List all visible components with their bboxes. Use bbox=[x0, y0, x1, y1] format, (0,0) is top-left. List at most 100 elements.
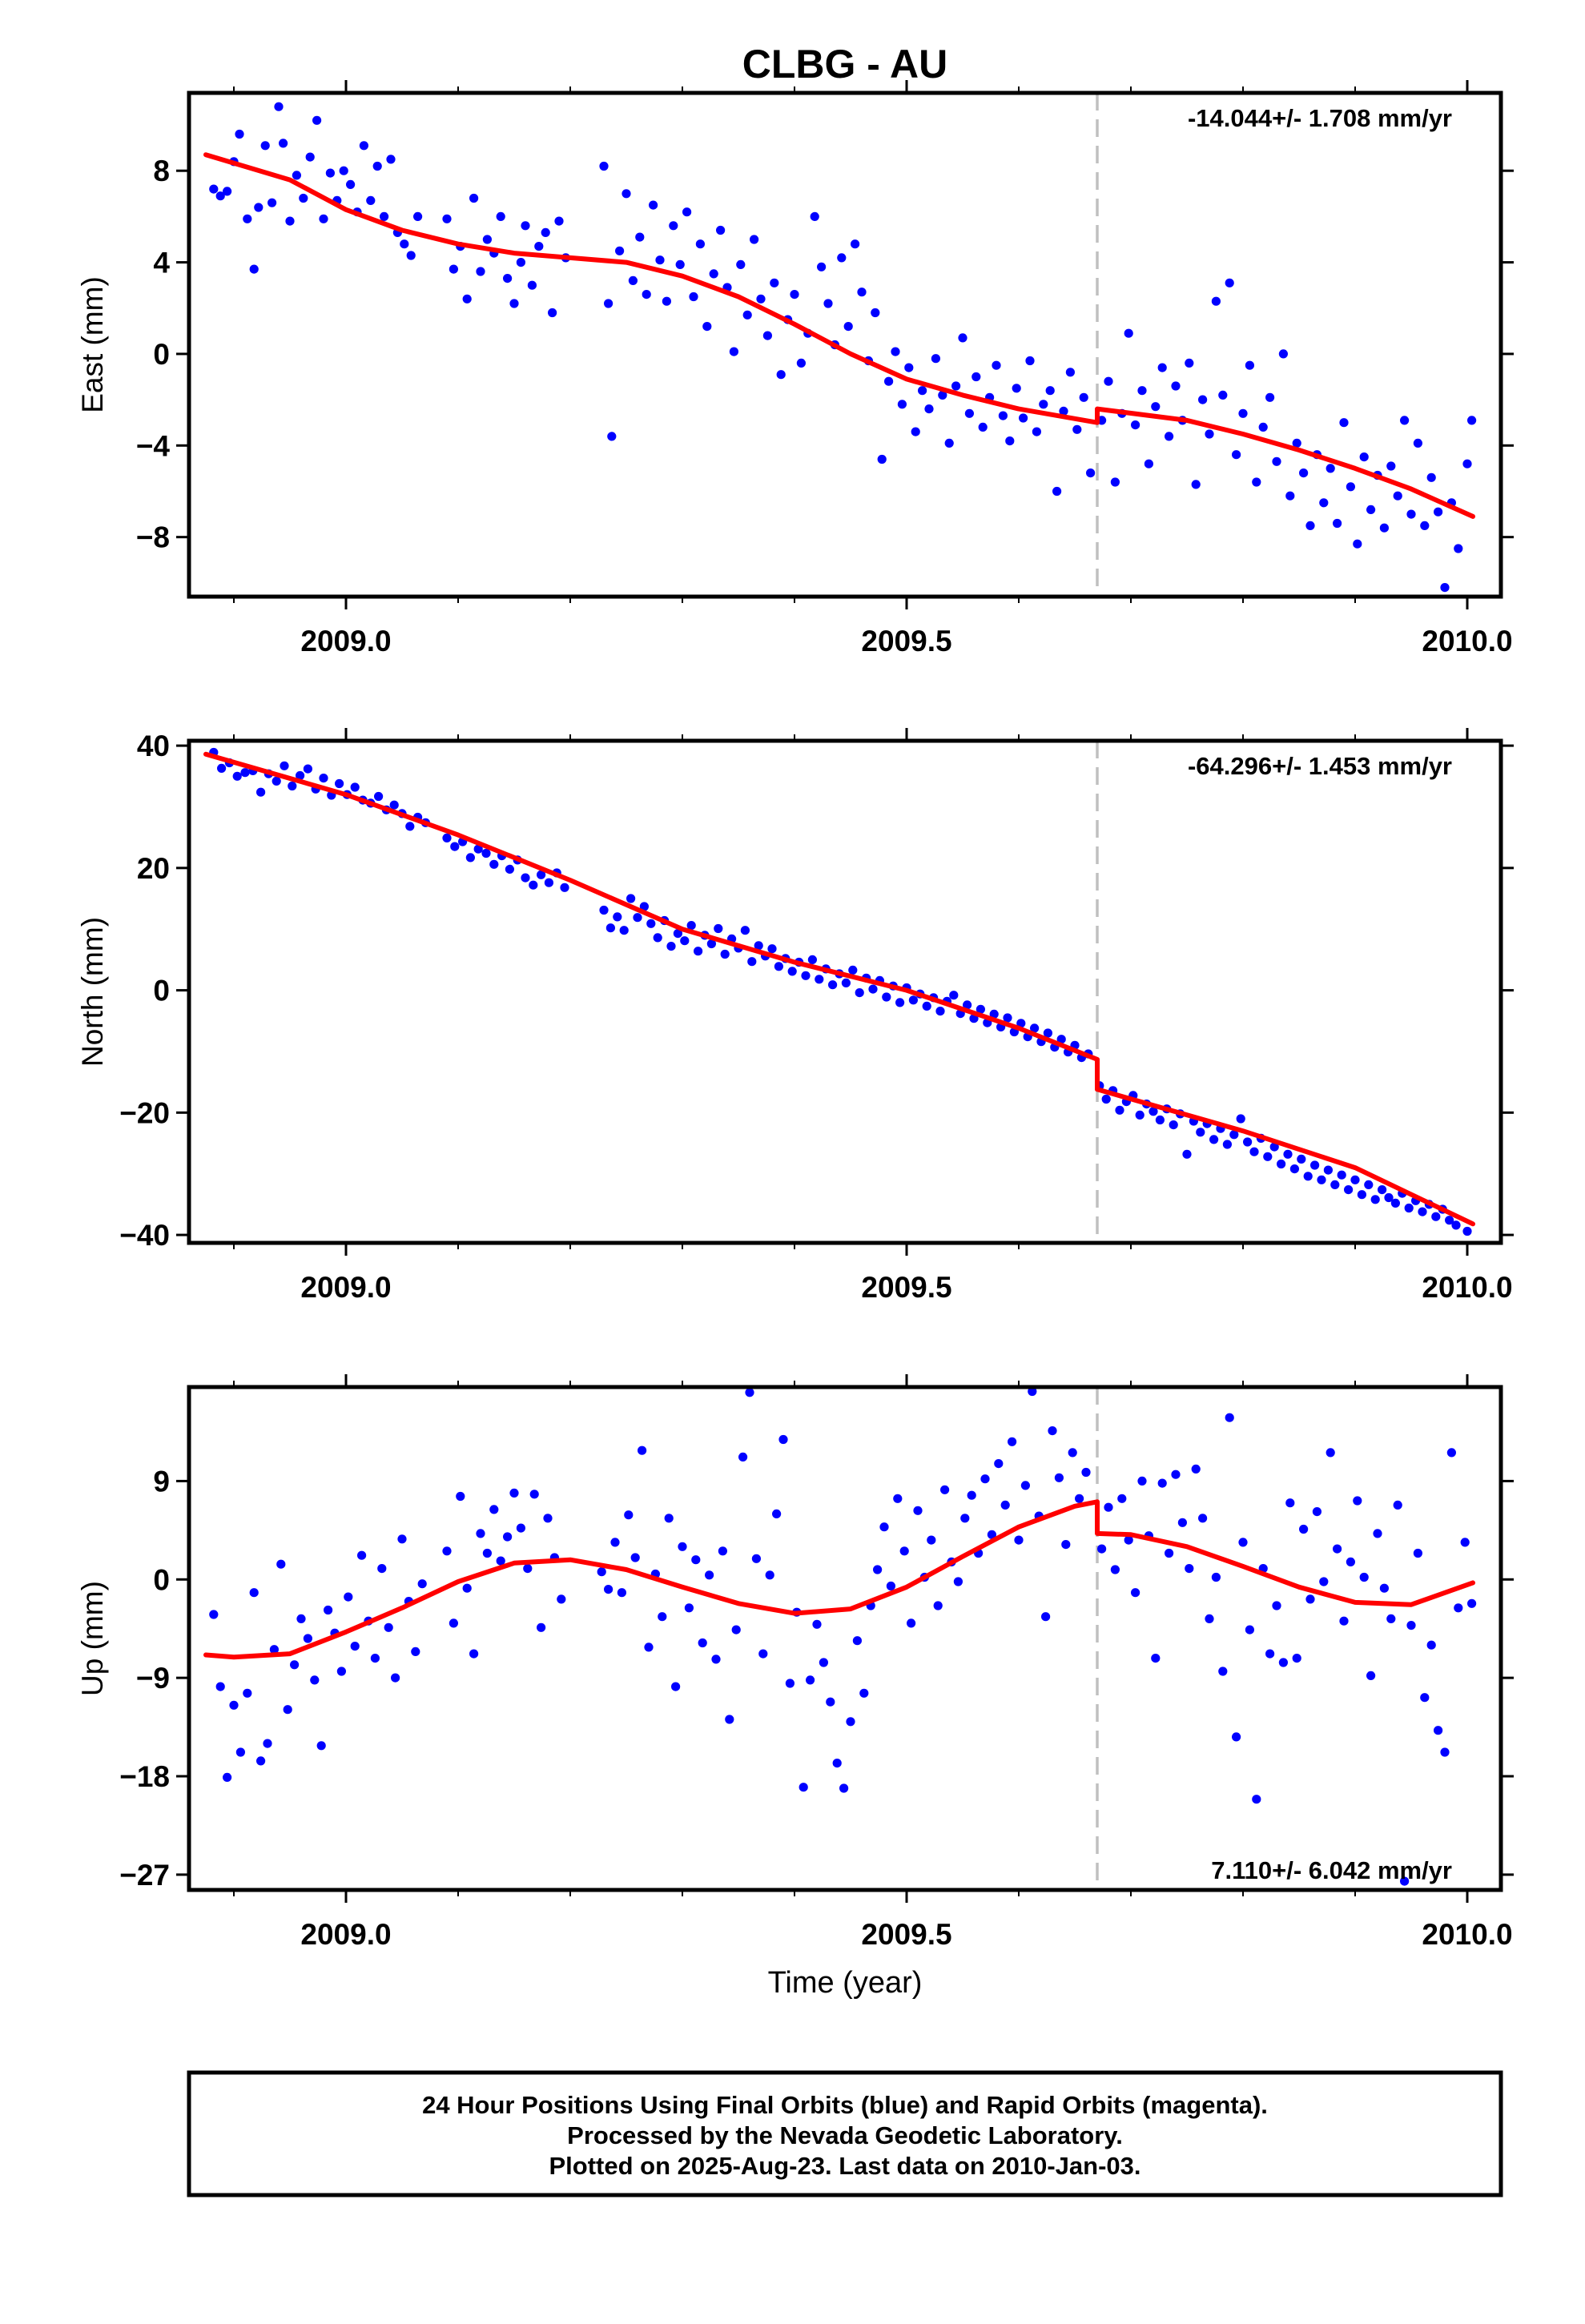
east-y-axis-label: East (mm) bbox=[76, 276, 109, 413]
east-point-108 bbox=[978, 422, 988, 432]
east-point-169 bbox=[1393, 491, 1402, 501]
up-point-158 bbox=[1333, 1544, 1342, 1554]
north-panel: 2009.0 2009.5 2010.0 −40 −20 0 20 40 North (mm) -… bbox=[76, 728, 1514, 1304]
up-point-125 bbox=[1110, 1565, 1120, 1574]
north-point-145 bbox=[1283, 1149, 1293, 1159]
east-point-30 bbox=[406, 251, 416, 260]
north-point-29 bbox=[450, 842, 460, 851]
up-point-40 bbox=[496, 1556, 505, 1566]
north-point-4 bbox=[240, 768, 250, 778]
chart-title: CLBG - AU bbox=[742, 42, 947, 86]
up-point-7 bbox=[256, 1756, 266, 1766]
up-plot-area bbox=[203, 1387, 1477, 1890]
up-point-44 bbox=[523, 1564, 533, 1574]
up-point-35 bbox=[462, 1583, 472, 1593]
up-point-167 bbox=[1393, 1500, 1402, 1510]
up-point-69 bbox=[725, 1715, 734, 1724]
north-point-66 bbox=[747, 957, 757, 967]
north-point-21 bbox=[374, 791, 384, 802]
north-point-47 bbox=[619, 926, 629, 935]
east-point-89 bbox=[851, 239, 860, 249]
up-point-157 bbox=[1326, 1448, 1335, 1458]
east-point-152 bbox=[1278, 349, 1288, 359]
east-point-76 bbox=[762, 331, 773, 340]
east-point-1 bbox=[215, 191, 225, 201]
east-point-151 bbox=[1272, 456, 1281, 466]
up-point-64 bbox=[691, 1555, 701, 1565]
east-point-46 bbox=[534, 242, 544, 251]
north-x-tick-label-2: 2010.0 bbox=[1422, 1271, 1512, 1304]
east-point-8 bbox=[260, 141, 270, 151]
up-point-34 bbox=[456, 1491, 465, 1502]
east-point-90 bbox=[857, 287, 867, 297]
north-point-158 bbox=[1370, 1195, 1380, 1204]
north-point-41 bbox=[544, 878, 554, 887]
east-point-38 bbox=[482, 235, 493, 244]
up-point-170 bbox=[1413, 1548, 1422, 1558]
up-point-104 bbox=[960, 1514, 970, 1523]
east-panel: 2009.0 2009.5 2010.0 −8 −4 0 4 8 East (mm) -14.04… bbox=[76, 80, 1514, 657]
up-point-107 bbox=[980, 1474, 990, 1484]
north-point-149 bbox=[1310, 1160, 1320, 1170]
up-point-118 bbox=[1054, 1473, 1064, 1482]
east-point-7 bbox=[254, 203, 263, 212]
east-point-115 bbox=[1025, 356, 1035, 366]
up-point-51 bbox=[604, 1585, 613, 1594]
east-point-57 bbox=[635, 232, 645, 242]
east-point-40 bbox=[496, 211, 505, 221]
north-point-43 bbox=[560, 883, 569, 892]
north-x-tick-label-1: 2009.5 bbox=[861, 1271, 951, 1304]
east-point-172 bbox=[1413, 438, 1422, 448]
east-point-97 bbox=[904, 363, 914, 372]
east-point-171 bbox=[1406, 509, 1416, 519]
north-point-33 bbox=[481, 848, 491, 858]
east-point-52 bbox=[604, 299, 613, 308]
up-point-50 bbox=[597, 1567, 606, 1577]
north-point-144 bbox=[1277, 1159, 1286, 1169]
north-point-152 bbox=[1330, 1180, 1340, 1189]
north-point-61 bbox=[714, 923, 723, 934]
east-point-118 bbox=[1045, 386, 1055, 396]
up-point-52 bbox=[610, 1538, 620, 1547]
east-point-144 bbox=[1225, 278, 1234, 287]
north-point-165 bbox=[1418, 1207, 1427, 1216]
x-axis-label: Time (year) bbox=[768, 1966, 923, 2000]
up-point-55 bbox=[630, 1553, 640, 1562]
east-point-14 bbox=[299, 193, 308, 203]
east-y-tick-label-2: 0 bbox=[153, 338, 170, 371]
east-point-25 bbox=[372, 161, 382, 171]
up-point-173 bbox=[1434, 1726, 1443, 1735]
east-point-26 bbox=[380, 211, 389, 221]
up-point-59 bbox=[658, 1612, 667, 1622]
north-point-118 bbox=[1101, 1094, 1111, 1104]
east-point-105 bbox=[958, 333, 967, 343]
east-point-120 bbox=[1059, 406, 1068, 416]
up-point-25 bbox=[377, 1564, 387, 1574]
east-point-165 bbox=[1366, 505, 1376, 515]
north-y-tick-label-2: 0 bbox=[153, 975, 170, 1007]
up-point-177 bbox=[1460, 1538, 1470, 1547]
north-point-80 bbox=[841, 978, 851, 987]
east-point-134 bbox=[1157, 363, 1167, 372]
up-point-10 bbox=[276, 1559, 286, 1569]
up-point-116 bbox=[1041, 1612, 1051, 1622]
north-y-axis-label: North (mm) bbox=[76, 917, 109, 1067]
up-point-101 bbox=[940, 1485, 950, 1494]
north-point-69 bbox=[767, 944, 777, 954]
north-point-134 bbox=[1209, 1135, 1219, 1144]
north-point-32 bbox=[473, 844, 483, 854]
east-point-12 bbox=[285, 216, 295, 226]
east-point-111 bbox=[998, 411, 1008, 420]
east-point-29 bbox=[400, 239, 409, 249]
east-point-94 bbox=[884, 376, 894, 386]
up-point-159 bbox=[1339, 1616, 1349, 1626]
east-point-0 bbox=[209, 184, 219, 194]
east-frame bbox=[187, 90, 1503, 599]
up-point-150 bbox=[1278, 1658, 1288, 1667]
east-point-143 bbox=[1218, 390, 1228, 400]
north-point-49 bbox=[633, 913, 642, 923]
north-point-90 bbox=[908, 995, 918, 1005]
east-point-130 bbox=[1131, 420, 1140, 430]
east-point-98 bbox=[911, 427, 920, 436]
up-point-153 bbox=[1299, 1524, 1309, 1534]
